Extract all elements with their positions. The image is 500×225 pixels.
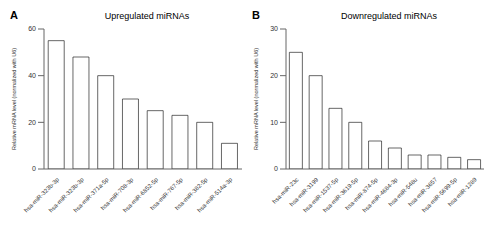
svg-text:60: 60 [28, 25, 36, 32]
svg-text:hsa-miR-4684-3p: hsa-miR-4684-3p [362, 176, 399, 213]
svg-text:hsa-miR-3199: hsa-miR-3199 [288, 176, 320, 208]
svg-text:hsa-miR-371a-5p: hsa-miR-371a-5p [72, 176, 110, 214]
svg-text:Relative mRNA level (normalize: Relative mRNA level (normalized with U6) [253, 48, 259, 150]
svg-text:hsa-miR-323b-3p: hsa-miR-323b-3p [47, 176, 85, 214]
svg-text:20: 20 [28, 119, 36, 126]
svg-text:hsa-miR-767-5p: hsa-miR-767-5p [149, 176, 184, 212]
svg-text:hsa-miR-874-5p: hsa-miR-874-5p [344, 176, 379, 211]
svg-text:hsa-miR-708-3p: hsa-miR-708-3p [99, 176, 135, 212]
svg-text:hsa-miR-1289: hsa-miR-1289 [447, 176, 478, 207]
html-text:Upregulated miRNAs: Upregulated miRNAs [104, 11, 190, 21]
svg-text:hsa-miR-514a-3p: hsa-miR-514a-3p [196, 176, 233, 213]
svg-text:20: 20 [270, 72, 278, 79]
svg-text:hsa-miR-548u: hsa-miR-548u [387, 176, 419, 208]
svg-text:hsa-miR-1537-5p: hsa-miR-1537-5p [302, 176, 339, 213]
svg-text:hsa-miR-23c: hsa-miR-23c [271, 176, 300, 205]
svg-text:0: 0 [274, 165, 278, 172]
html-text:A: A [10, 9, 18, 21]
svg-text:hsa-miR-3657: hsa-miR-3657 [407, 176, 439, 208]
svg-text:10: 10 [270, 119, 278, 126]
svg-text:30: 30 [270, 25, 278, 32]
html-text:B: B [252, 9, 260, 21]
svg-text:0: 0 [32, 165, 36, 172]
html-text:Downregulated miRNAs: Downregulated miRNAs [341, 11, 437, 21]
svg-text:hsa-miR-3619-5p: hsa-miR-3619-5p [322, 176, 359, 213]
svg-text:40: 40 [28, 72, 36, 79]
svg-text:Relative mRNA level (normalize: Relative mRNA level (normalized with U6) [11, 48, 17, 150]
svg-text:hsa-miR-6852-5p: hsa-miR-6852-5p [122, 176, 160, 214]
svg-text:hsa-miR-382-5p: hsa-miR-382-5p [173, 176, 209, 212]
svg-text:hsa-miR-5699-5p: hsa-miR-5699-5p [421, 176, 458, 213]
svg-text:hsa-miR-323b-3p: hsa-miR-323b-3p [23, 176, 61, 214]
